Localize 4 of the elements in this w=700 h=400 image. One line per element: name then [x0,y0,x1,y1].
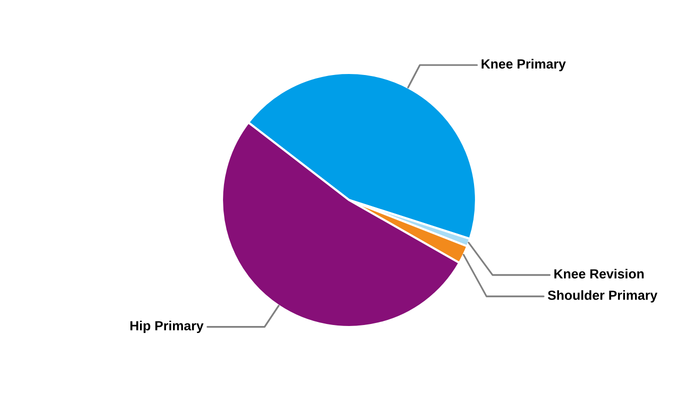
slice-label: Knee Primary [482,58,566,72]
slice-label: Shoulder Primary [548,290,658,303]
slice-label: Hip Primary [130,320,204,334]
slice-label: Knee Revision [554,268,644,279]
